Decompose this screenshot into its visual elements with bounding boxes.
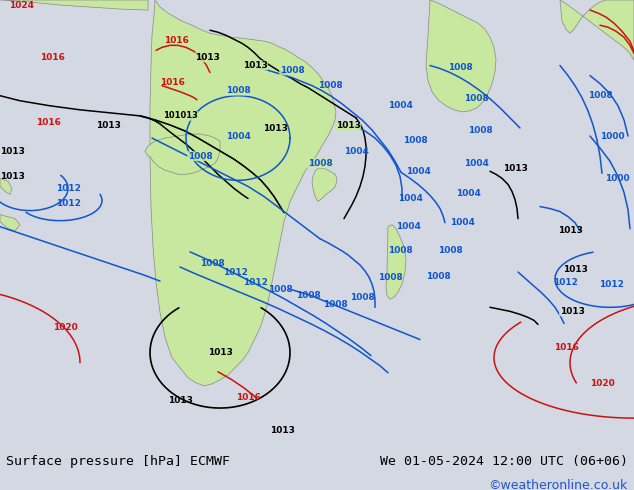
Text: 1013: 1013: [269, 426, 294, 435]
Polygon shape: [145, 134, 220, 174]
Text: 1008: 1008: [307, 159, 332, 168]
Text: 1008: 1008: [448, 63, 472, 72]
Text: 1012: 1012: [243, 278, 268, 287]
Text: 1013: 1013: [560, 307, 585, 316]
Text: We 01-05-2024 12:00 UTC (06+06): We 01-05-2024 12:00 UTC (06+06): [380, 455, 628, 468]
Text: 1016: 1016: [553, 343, 578, 352]
Text: 1008: 1008: [387, 246, 412, 255]
Text: 1012: 1012: [223, 268, 247, 276]
Text: 1008: 1008: [280, 66, 304, 75]
Text: 1008: 1008: [268, 285, 292, 294]
Text: 1008: 1008: [295, 291, 320, 300]
Text: 1008: 1008: [468, 126, 493, 135]
Text: 1024: 1024: [10, 0, 34, 9]
Polygon shape: [0, 178, 12, 195]
Text: 1008: 1008: [463, 94, 488, 103]
Text: 1013: 1013: [207, 348, 233, 357]
Text: 1004: 1004: [398, 194, 422, 203]
Text: 1008: 1008: [226, 86, 250, 95]
Text: 1008: 1008: [403, 136, 427, 145]
Text: 1008: 1008: [378, 272, 403, 282]
Text: 1004: 1004: [226, 131, 250, 141]
Text: 1008: 1008: [323, 300, 347, 309]
Text: 101013: 101013: [162, 111, 197, 121]
Text: 1008: 1008: [588, 91, 612, 100]
Text: 1013: 1013: [557, 226, 583, 235]
Text: 1008: 1008: [425, 271, 450, 281]
Text: 1020: 1020: [590, 379, 614, 389]
Polygon shape: [426, 0, 496, 112]
Text: 1004: 1004: [406, 167, 430, 176]
Text: 1004: 1004: [450, 218, 474, 227]
Polygon shape: [0, 0, 148, 10]
Text: 1013: 1013: [96, 122, 120, 130]
Polygon shape: [560, 0, 634, 60]
Text: 1008: 1008: [318, 81, 342, 90]
Text: 1013: 1013: [0, 172, 25, 181]
Text: 1013: 1013: [262, 124, 287, 133]
Text: 1016: 1016: [236, 393, 261, 402]
Text: 1008: 1008: [349, 293, 374, 302]
Text: 1013: 1013: [167, 396, 193, 406]
Text: ©weatheronline.co.uk: ©weatheronline.co.uk: [488, 479, 628, 490]
Text: 1012: 1012: [56, 184, 81, 193]
Text: 1013: 1013: [503, 164, 527, 173]
Text: 1012: 1012: [598, 280, 623, 289]
Text: 1013: 1013: [243, 61, 268, 70]
Text: 1008: 1008: [437, 246, 462, 255]
Text: 1016: 1016: [164, 36, 188, 45]
Text: 1016: 1016: [160, 78, 184, 87]
Polygon shape: [386, 225, 406, 299]
Polygon shape: [0, 215, 20, 231]
Text: 1016: 1016: [39, 53, 65, 62]
Text: Surface pressure [hPa] ECMWF: Surface pressure [hPa] ECMWF: [6, 455, 230, 468]
Polygon shape: [150, 0, 336, 386]
Text: 1004: 1004: [344, 147, 368, 156]
Text: 1016: 1016: [36, 119, 60, 127]
Text: 1008: 1008: [188, 152, 212, 161]
Text: 1004: 1004: [456, 189, 481, 198]
Text: 1004: 1004: [396, 222, 420, 231]
Text: 1000: 1000: [605, 174, 630, 183]
Text: 1012: 1012: [553, 278, 578, 287]
Text: 1008: 1008: [200, 260, 224, 269]
Text: 1004: 1004: [387, 101, 413, 110]
Text: 1013: 1013: [195, 53, 219, 62]
Text: 1013: 1013: [335, 122, 361, 130]
Text: 1012: 1012: [56, 199, 81, 208]
Text: 1000: 1000: [600, 131, 624, 141]
Text: 1020: 1020: [53, 323, 77, 332]
Text: 1004: 1004: [463, 159, 488, 168]
Polygon shape: [312, 168, 337, 201]
Text: 1013: 1013: [562, 265, 588, 273]
Text: 1013: 1013: [0, 147, 25, 156]
